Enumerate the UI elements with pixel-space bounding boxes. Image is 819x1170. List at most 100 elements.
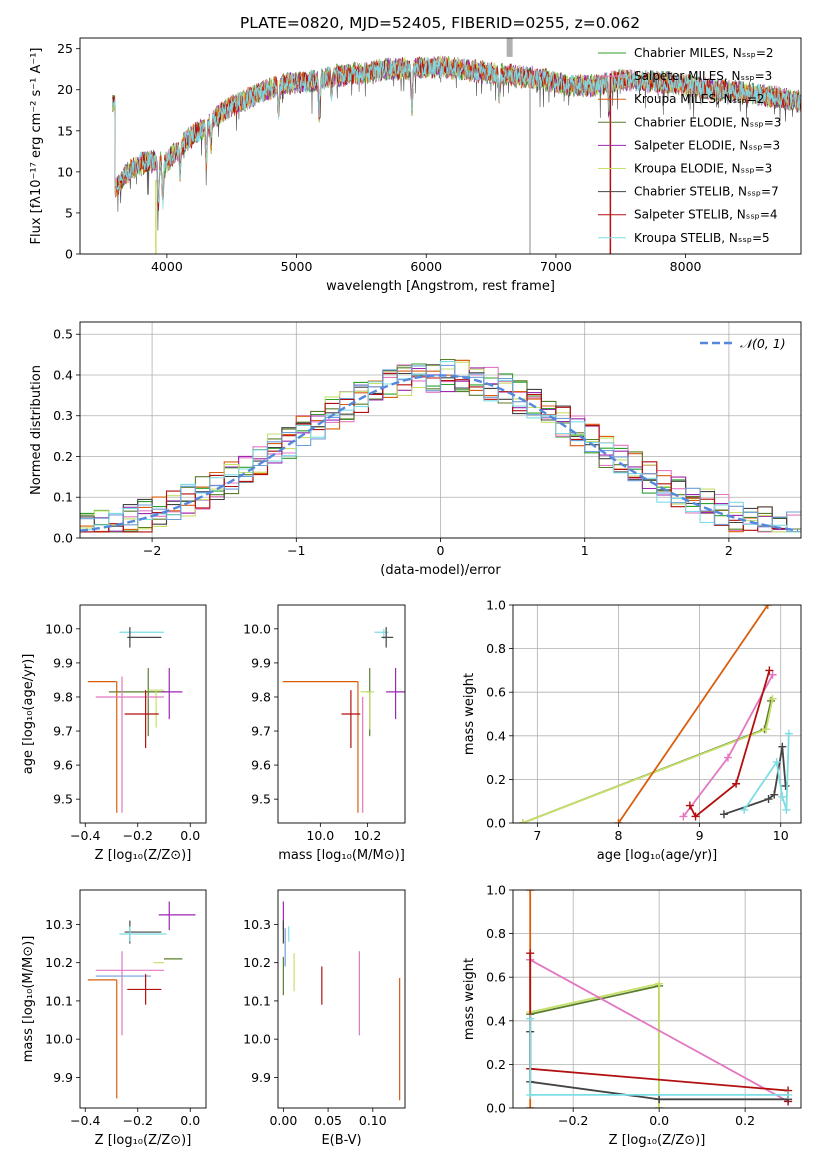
x-tick-label: 7000 xyxy=(540,259,572,274)
residuals-plot-area xyxy=(80,358,801,533)
y-tick-label: 0.6 xyxy=(486,970,506,985)
weight-marker xyxy=(614,819,623,823)
errorbar-point xyxy=(95,676,164,813)
y-tick-label: 0.6 xyxy=(486,685,506,700)
weight_vs_age-background xyxy=(513,605,801,823)
errorbar-point xyxy=(87,681,118,813)
legend-label: Chabrier STELIB, Nₛₛₚ=7 xyxy=(634,185,779,199)
errorbar-point xyxy=(341,690,361,749)
x-tick-label: 1 xyxy=(581,543,589,558)
weight_vs_Z-background xyxy=(513,890,801,1108)
y-tick-label: 9.9 xyxy=(251,655,271,670)
legend-label: Salpeter MILES, Nₛₛₚ=3 xyxy=(634,69,772,83)
weight_vs_age-ylabel: mass weight xyxy=(462,673,477,755)
y-tick-label: 9.7 xyxy=(251,724,271,739)
x-tick-label: −2 xyxy=(143,543,161,558)
legend-label: Salpeter STELIB, Nₛₛₚ=4 xyxy=(634,208,778,222)
x-tick-label: 4000 xyxy=(151,259,183,274)
spectrum-line xyxy=(112,55,801,210)
weight-marker xyxy=(768,670,777,679)
y-tick-label: 9.8 xyxy=(251,689,271,704)
y-tick-label: 9.8 xyxy=(53,689,73,704)
age_vs_mass-panel: 10.0 10.2 9.5 9.6 9.7 9.8 9.9 10.0 mass [log₁₀(M… xyxy=(243,604,406,863)
x-tick-label: −0.4 xyxy=(70,828,100,843)
y-tick-label: 10.3 xyxy=(243,917,271,932)
residuals-legend: 𝒩(0, 1) xyxy=(700,336,786,351)
weight-marker xyxy=(526,1090,535,1099)
y-tick-label: 0.0 xyxy=(486,1101,506,1116)
weight_vs_Z-ylabel: mass weight xyxy=(462,958,477,1040)
mass_vs_EBV-plot-area xyxy=(282,901,401,1101)
x-tick-label: 0.00 xyxy=(269,1113,297,1128)
y-tick-label: 0 xyxy=(65,247,73,262)
weight-line xyxy=(529,959,789,1103)
x-tick-label: 6000 xyxy=(410,259,442,274)
y-tick-label: 9.6 xyxy=(251,758,271,773)
spectrum-frame xyxy=(79,37,802,255)
y-tick-label: 0.2 xyxy=(486,1057,506,1072)
y-tick-label: 20 xyxy=(57,82,73,97)
age_vs_Z-panel: −0.4 −0.2 0.0 9.5 9.6 9.7 9.8 9.9 10.0 Z [log₁₀(Z… xyxy=(21,604,207,863)
spectrum-plot-area xyxy=(112,38,801,254)
x-tick-label: 8000 xyxy=(670,259,702,274)
spectrum-legend: Chabrier MILES, Nₛₛₚ=2 Salpeter MILES, Nₛ… xyxy=(598,46,781,245)
errorbar-point xyxy=(386,668,405,720)
weight-marker xyxy=(781,781,790,790)
x-tick-label: 9 xyxy=(696,828,704,843)
y-tick-label: 15 xyxy=(57,123,73,138)
x-tick-label: 0.0 xyxy=(180,1113,200,1128)
y-tick-label: 10.0 xyxy=(243,1032,271,1047)
weight_vs_Z-frame xyxy=(512,889,802,1109)
y-tick-label: 10.0 xyxy=(243,621,271,636)
y-tick-label: 0.0 xyxy=(53,531,73,546)
legend-label: Chabrier MILES, Nₛₛₚ=2 xyxy=(634,46,774,60)
mass_vs_EBV-panel: 0.00 0.05 0.10 9.9 10.0 10.1 10.2 10.3 E(B-V) xyxy=(243,889,406,1148)
spectrum-xlabel: wavelength [Angstrom, rest frame] xyxy=(326,279,555,294)
x-tick-label: 8 xyxy=(614,828,622,843)
legend-label: Chabrier ELODIE, Nₛₛₚ=3 xyxy=(634,115,781,129)
weight-marker xyxy=(518,819,527,823)
y-tick-label: 9.9 xyxy=(251,1070,271,1085)
y-tick-label: 5 xyxy=(65,205,73,220)
x-tick-label: 0.2 xyxy=(735,1113,755,1128)
y-tick-label: 10.0 xyxy=(45,1032,73,1047)
weight-marker xyxy=(526,890,535,894)
mass_vs_Z-panel: −0.4 −0.2 0.0 9.9 10.0 10.1 10.2 10.3 Z [log₁₀(Z… xyxy=(21,889,207,1148)
x-tick-label: 0.0 xyxy=(180,828,200,843)
weight-marker xyxy=(765,666,774,675)
legend-label: 𝒩(0, 1) xyxy=(740,336,786,351)
y-tick-label: 0.1 xyxy=(53,490,73,505)
y-tick-label: 25 xyxy=(57,41,73,56)
spectrum-panel: 4000 5000 6000 7000 8000 0 5 10 15 20 25 wavelength… xyxy=(29,37,802,294)
x-tick-label: 7 xyxy=(533,828,541,843)
histogram-series xyxy=(80,372,801,533)
weight-marker xyxy=(784,729,793,738)
weight-marker xyxy=(778,792,787,801)
y-tick-label: 9.9 xyxy=(53,1070,73,1085)
weight-marker xyxy=(526,949,535,958)
mass_vs_Z-background xyxy=(80,890,206,1108)
histogram-series xyxy=(80,364,801,528)
mass_vs_EBV-xlabel: E(B-V) xyxy=(321,1133,361,1148)
x-tick-label: 10.0 xyxy=(306,828,334,843)
errorbar-point xyxy=(282,681,359,813)
age_vs_mass-frame xyxy=(277,604,406,824)
y-tick-label: 0.4 xyxy=(53,367,73,382)
age_vs_Z-plot-area xyxy=(87,627,183,813)
legend-label: Kroupa ELODIE, Nₛₛₚ=3 xyxy=(634,162,772,176)
y-tick-label: 0.4 xyxy=(486,728,506,743)
y-tick-label: 10.3 xyxy=(45,917,73,932)
normal-reference-curve xyxy=(80,374,799,533)
weight-marker xyxy=(764,795,773,804)
weight-marker xyxy=(763,605,772,609)
errorbar-point xyxy=(124,690,159,749)
x-tick-label: −0.4 xyxy=(70,1113,100,1128)
mass_vs_Z-xlabel: Z [log₁₀(Z/Z⊙)] xyxy=(95,1133,192,1148)
x-tick-label: 0.0 xyxy=(649,1113,669,1128)
y-tick-label: 1.0 xyxy=(486,883,506,898)
weight-marker xyxy=(782,805,791,814)
y-tick-label: 10 xyxy=(57,164,73,179)
errorbar-point xyxy=(119,926,167,942)
residuals-xlabel: (data-model)/error xyxy=(380,563,501,578)
